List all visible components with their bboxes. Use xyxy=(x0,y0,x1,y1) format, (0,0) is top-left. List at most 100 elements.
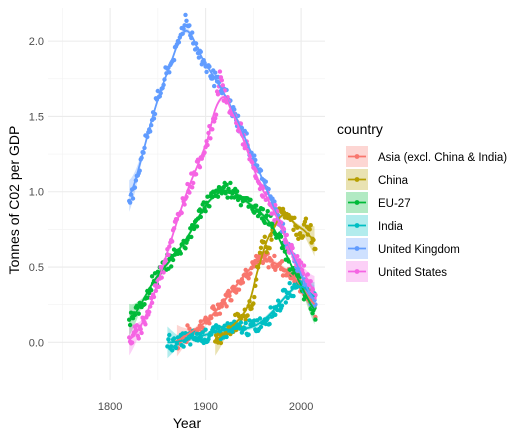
legend-key-point xyxy=(354,269,360,274)
data-point xyxy=(249,306,254,311)
data-point xyxy=(301,263,307,268)
data-point xyxy=(224,304,229,309)
legend-key-point xyxy=(354,200,360,205)
data-point xyxy=(246,332,251,337)
data-point xyxy=(183,246,188,251)
data-point xyxy=(279,303,285,308)
data-point xyxy=(136,311,141,316)
data-point xyxy=(129,340,135,345)
data-point xyxy=(212,306,217,312)
data-point xyxy=(254,203,259,208)
data-point xyxy=(298,260,304,265)
data-point xyxy=(170,348,175,353)
data-point xyxy=(181,344,186,349)
data-point xyxy=(230,329,235,334)
data-point xyxy=(276,298,281,303)
data-point xyxy=(173,345,179,351)
data-point xyxy=(258,324,264,330)
legend-title: country xyxy=(337,121,383,137)
data-point xyxy=(191,180,196,186)
data-point xyxy=(313,246,318,252)
data-point xyxy=(203,327,208,332)
data-point xyxy=(246,276,251,281)
data-point xyxy=(301,297,307,302)
data-point xyxy=(305,272,310,277)
data-point xyxy=(266,265,271,270)
data-point xyxy=(206,336,211,342)
data-point xyxy=(166,337,171,342)
data-point xyxy=(248,271,253,276)
data-point xyxy=(189,234,194,240)
data-point xyxy=(236,287,242,292)
data-point xyxy=(257,250,263,255)
data-point xyxy=(181,26,186,31)
data-point xyxy=(219,78,224,83)
legend-entry: United Kingdom xyxy=(346,238,460,259)
data-point xyxy=(238,203,244,208)
legend-label: China xyxy=(378,175,409,187)
data-point xyxy=(139,330,144,336)
data-point xyxy=(292,215,297,220)
legend-entry: Asia (excl. China & India) xyxy=(346,146,507,167)
data-point xyxy=(243,320,248,326)
data-point xyxy=(169,264,174,269)
trend-line xyxy=(214,213,316,341)
data-point xyxy=(262,234,267,239)
legend-key-point xyxy=(354,223,360,228)
data-point xyxy=(268,305,273,310)
data-point xyxy=(229,298,234,303)
data-point xyxy=(197,165,203,170)
data-point xyxy=(216,324,222,330)
data-point xyxy=(278,234,284,239)
axes: 1800 1900 2000 0.0 0.5 1.0 1.5 2.0 xyxy=(29,36,314,413)
data-point xyxy=(127,200,133,205)
data-point xyxy=(258,245,264,250)
data-points xyxy=(127,12,318,353)
data-point xyxy=(262,220,267,225)
data-point xyxy=(267,246,272,251)
x-tick-label: 1800 xyxy=(98,401,122,413)
data-point xyxy=(215,92,221,97)
data-point xyxy=(303,216,309,221)
data-point xyxy=(171,336,177,341)
data-point xyxy=(198,319,203,324)
data-point xyxy=(248,197,253,202)
x-axis-label: Year xyxy=(173,415,202,431)
data-point xyxy=(223,191,228,196)
legend-label: United Kingdom xyxy=(378,244,460,256)
data-point xyxy=(280,206,286,212)
data-point xyxy=(265,209,270,214)
data-point xyxy=(136,336,141,341)
data-point xyxy=(207,204,212,209)
data-point xyxy=(187,23,192,28)
trend-line xyxy=(176,259,316,342)
trend-lines xyxy=(128,29,316,344)
confidence-band xyxy=(129,94,315,356)
legend-label: EU-27 xyxy=(378,198,411,210)
y-tick-label: 2.0 xyxy=(29,36,44,48)
legend-entry: China xyxy=(346,169,409,190)
data-point xyxy=(269,237,274,242)
data-point xyxy=(212,83,217,89)
data-point xyxy=(169,344,174,349)
data-point xyxy=(214,188,220,193)
data-point xyxy=(218,340,224,346)
data-point xyxy=(224,334,229,340)
data-point xyxy=(300,234,306,239)
data-point xyxy=(260,207,266,212)
data-point xyxy=(307,227,312,232)
data-point xyxy=(215,194,221,199)
data-point xyxy=(251,301,256,306)
legend: country Asia (excl. China & India) China E… xyxy=(337,121,507,282)
data-point xyxy=(184,18,189,23)
data-point xyxy=(291,293,296,299)
data-point xyxy=(217,69,223,74)
data-point xyxy=(225,321,230,326)
data-point xyxy=(285,295,290,301)
data-point xyxy=(245,313,250,318)
data-point xyxy=(287,281,292,286)
data-point xyxy=(167,332,172,338)
data-point xyxy=(228,180,233,186)
